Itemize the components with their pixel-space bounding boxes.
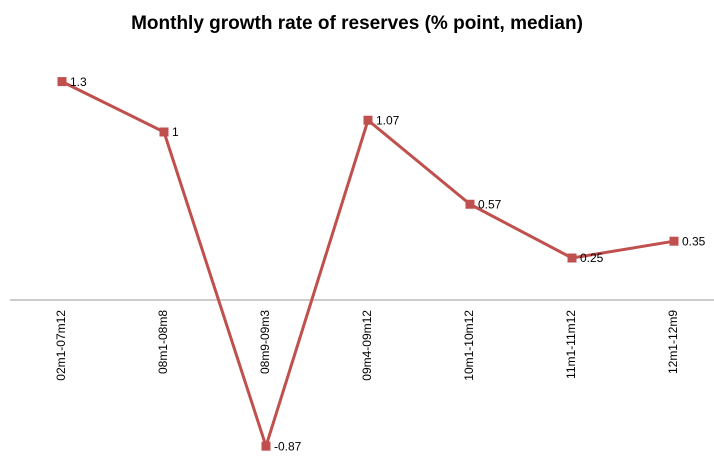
x-tick-label: 02m1-07m12 <box>54 310 68 381</box>
marker <box>159 127 169 137</box>
data-label: 1.07 <box>376 113 400 127</box>
data-label: 0.35 <box>682 234 706 248</box>
x-tick-label: 08m9-09m3 <box>258 310 272 374</box>
data-label: 1.3 <box>70 75 87 89</box>
marker <box>363 115 373 125</box>
marker <box>669 236 679 246</box>
x-tick-label: 08m1-08m8 <box>156 310 170 374</box>
data-label: -0.87 <box>274 439 302 453</box>
marker <box>57 77 67 87</box>
x-tick-label: 09m4-09m12 <box>360 310 374 381</box>
marker <box>465 199 475 209</box>
x-tick-label: 10m1-10m12 <box>462 310 476 381</box>
marker <box>261 441 271 451</box>
data-label: 1 <box>172 125 179 139</box>
x-tick-label: 11m1-11m12 <box>564 310 578 379</box>
chart-title: Monthly growth rate of reserves (% point… <box>131 13 583 34</box>
marker <box>567 253 577 263</box>
data-label: 0.57 <box>478 197 502 211</box>
data-label: 0.25 <box>580 251 604 265</box>
x-tick-label: 12m1-12m9 <box>666 310 680 374</box>
